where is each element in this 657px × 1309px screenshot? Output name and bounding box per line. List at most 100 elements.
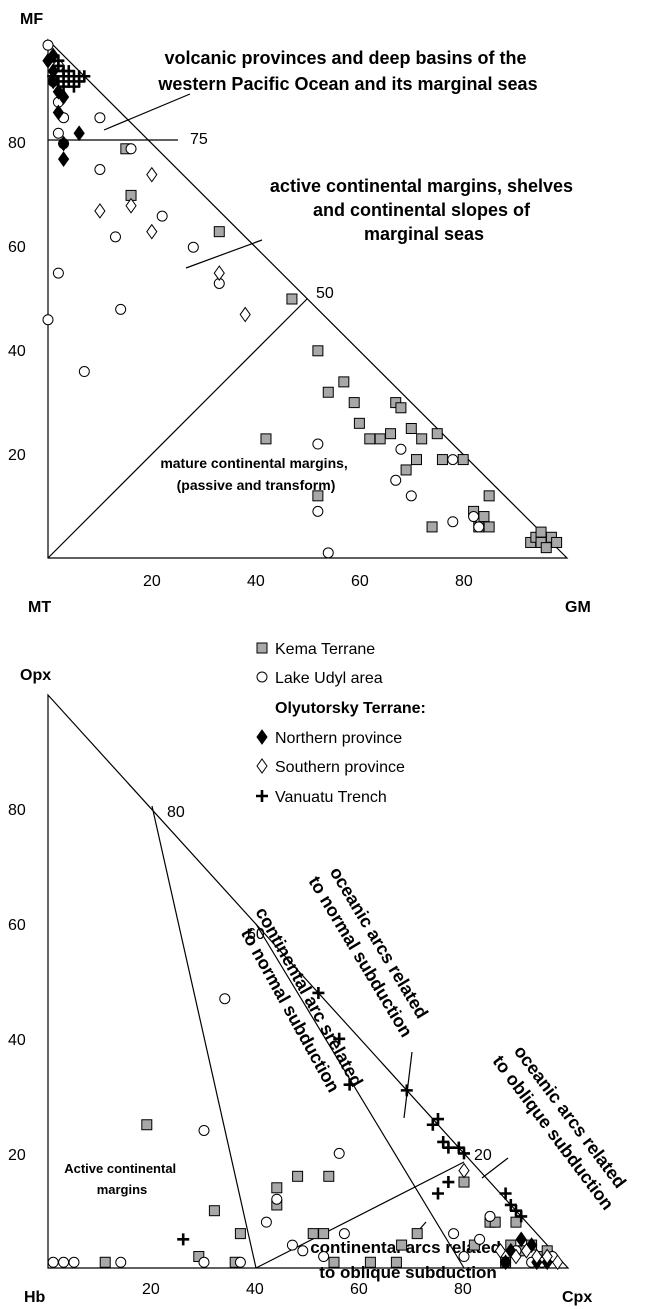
data-point-circle (318, 1251, 330, 1263)
chart2-boundary-label-80: 80 (167, 804, 185, 821)
chart1-data-points (42, 39, 563, 559)
legend-item: Lake Udyl area (256, 670, 383, 687)
legend-label: Southern province (275, 759, 405, 776)
chart1-corner-left: MT (28, 599, 51, 616)
data-point-plus (67, 80, 80, 93)
chart1-boundary-label-50: 50 (316, 285, 334, 302)
data-point-circle (484, 1210, 496, 1222)
data-point-square (396, 1239, 408, 1251)
data-point-square (436, 454, 448, 466)
data-point-circle (58, 1256, 70, 1268)
data-point-circle (234, 1256, 246, 1268)
field-text: oceanic arcs related to oblique subducti… (489, 1038, 636, 1214)
chart1-leader-1 (103, 93, 191, 131)
field-line: to oblique subduction (319, 1263, 497, 1282)
data-point-square (374, 433, 386, 445)
data-point-plus (432, 1113, 444, 1126)
data-point-circle (125, 143, 137, 155)
chart1-x-tick-label: 80 (455, 573, 473, 590)
chart2-boundary-80 (151, 805, 257, 1269)
chart1-y-tick-label: 80 (8, 135, 26, 152)
data-point-diamond-open (551, 1254, 564, 1271)
data-point-circle (47, 1256, 59, 1268)
chart1-x-tick-label: 40 (247, 573, 265, 590)
data-point-square (458, 1176, 470, 1188)
data-point-circle (447, 454, 459, 466)
data-point-diamond-open (541, 1248, 553, 1265)
data-point-circle (468, 511, 480, 523)
chart1-y-tick-label: 60 (8, 239, 26, 256)
chart2-boundary-label-60: 60 (247, 926, 265, 943)
data-point-plus (432, 1187, 444, 1200)
data-point-square (328, 1256, 340, 1268)
field-line: (passive and transform) (177, 477, 336, 493)
chart2-y-tick-label: 80 (8, 802, 26, 819)
legend-item: Northern province (256, 729, 402, 747)
data-point-square (286, 293, 298, 305)
data-point-square (312, 490, 324, 502)
data-point-circle (473, 521, 485, 533)
chart1-y-ticks: 20 40 60 80 (8, 135, 26, 464)
legend-label: Lake Udyl area (275, 670, 383, 687)
field-active-continental: Active continental margins (64, 1161, 180, 1197)
chart2-x-tick-label: 80 (454, 1281, 472, 1298)
data-point-circle (52, 127, 64, 139)
chart1-boundary-50 (47, 298, 308, 559)
legend-label: Northern province (275, 730, 402, 747)
chart2-boundary-label-20: 20 (474, 1147, 492, 1164)
chart1-y-tick-label: 40 (8, 343, 26, 360)
data-point-circle (78, 366, 90, 378)
chart2-frame (47, 693, 570, 1269)
chart2-y-tick-label: 40 (8, 1032, 26, 1049)
data-point-circle (447, 516, 459, 528)
data-point-square (364, 1256, 376, 1268)
data-point-square (390, 1256, 402, 1268)
chart1-corner-top: MF (20, 11, 43, 28)
data-point-plus (177, 1233, 190, 1246)
data-point-circle (115, 1256, 127, 1268)
chart2-leader-oceanic-oblique (481, 1157, 509, 1179)
data-point-square (385, 428, 397, 440)
chart2-corner-left: Hb (24, 1289, 46, 1306)
data-point-plus (78, 70, 91, 83)
data-point-circle (286, 1239, 298, 1251)
chart2-y-tick-label: 60 (8, 917, 26, 934)
data-point-diamond-open (213, 265, 225, 281)
chart2-corner-right: Cpx (562, 1289, 592, 1306)
chart1-x-ticks: 20 40 60 80 (143, 573, 473, 590)
chart1-boundary-label-75: 75 (190, 131, 208, 148)
data-point-circle (109, 231, 121, 243)
data-point-diamond-filled (515, 1231, 527, 1248)
data-point-diamond-filled (73, 125, 85, 142)
legend-item: Southern province (256, 758, 405, 776)
legend-marker-diamond-filled (256, 729, 268, 745)
data-point-circle (198, 1124, 210, 1136)
data-point-diamond-open (94, 203, 106, 219)
data-point-square (426, 521, 438, 533)
data-point-diamond-filled (57, 135, 70, 152)
field-western-pacific: volcanic provinces and deep basins of th… (157, 48, 537, 94)
data-point-square (292, 1170, 304, 1182)
data-point-square (416, 433, 428, 445)
data-point-circle (198, 1256, 210, 1268)
data-point-square (307, 1228, 319, 1240)
data-point-square (395, 402, 407, 414)
data-point-diamond-open (125, 197, 137, 214)
data-point-square (478, 511, 490, 523)
data-point-square (535, 526, 547, 538)
data-point-diamond-open (146, 166, 158, 183)
data-point-circle (271, 1193, 283, 1205)
data-point-square (551, 536, 563, 548)
data-point-square (260, 433, 272, 445)
data-point-circle (395, 443, 407, 455)
data-point-circle (260, 1216, 272, 1228)
legend-marker-plus (256, 790, 268, 802)
data-point-plus (442, 1141, 455, 1154)
data-point-circle (458, 1251, 470, 1263)
chart1-x-tick-label: 60 (351, 573, 369, 590)
field-mature-margins: mature continental margins, (passive and… (160, 455, 351, 493)
data-point-plus (343, 1078, 356, 1091)
data-point-diamond-filled (57, 89, 70, 105)
data-point-diamond-filled (499, 1254, 512, 1271)
